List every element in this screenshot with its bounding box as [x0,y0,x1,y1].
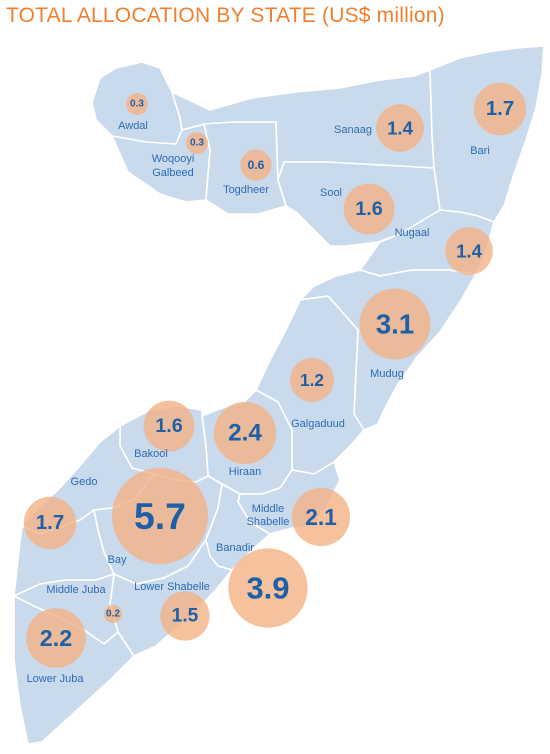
bubble-banadir [228,548,308,628]
value-label-gedo: 1.7 [36,512,64,534]
region-name-lower-juba: Lower Juba [27,673,85,685]
bubble-bay [112,468,208,564]
region-name-bakool: Bakool [134,448,168,460]
region-name-sool: Sool [320,187,342,199]
region-name-bari: Bari [470,145,490,157]
bubble-nugaal [445,227,493,275]
value-label-middle-juba: 0.2 [106,609,120,620]
region-name-nugaal: Nugaal [395,227,430,239]
bubble-middle-shabelle [291,487,351,547]
region-shape-bari [429,45,545,223]
bubble-sanaag [376,104,424,152]
bubble-lower-shabelle [160,591,210,641]
bubble-lower-juba [26,608,86,668]
value-label-togdheer: 0.6 [248,158,265,172]
bubble-sool [343,183,395,235]
region-name-gedo: Gedo [71,476,98,488]
region-name-awdal: Awdal [118,120,148,132]
bubble-bakool [143,400,195,452]
region-name-hiraan: Hiraan [229,466,261,478]
region-name-woqooyi-galbeed: Woqooyi Galbeed [152,153,195,179]
region-name-lower-shabelle: Lower Shabelle [134,581,210,593]
map-title: TOTAL ALLOCATION BY STATE (US$ million) [6,4,445,27]
value-label-bay: 5.7 [134,495,186,537]
value-label-banadir: 3.9 [246,571,289,606]
value-label-middle-shabelle: 2.1 [305,504,337,530]
bubble-galgaduud [290,358,334,402]
value-label-lower-shabelle: 1.5 [172,606,199,627]
bubble-mudug [359,288,431,360]
bubble-bari [473,82,527,136]
bubble-middle-juba [104,605,122,623]
value-label-lower-juba: 2.2 [40,625,72,651]
value-label-hiraan: 2.4 [228,420,262,447]
value-label-mudug: 3.1 [376,309,414,340]
region-name-banadir: Banadir [216,542,254,554]
value-label-galgaduud: 1.2 [300,370,324,390]
bubble-awdal [126,93,148,115]
value-label-sanaag: 1.4 [387,118,414,139]
region-name-sanaag: Sanaag [334,124,372,136]
bubble-hiraan [213,401,277,465]
region-name-middle-shabelle: Middle Shabelle [247,503,290,528]
value-label-awdal: 0.3 [130,99,144,110]
region-name-togdheer: Togdheer [223,184,269,196]
region-name-galgaduud: Galgaduud [291,418,345,430]
bubble-togdheer [240,149,272,181]
value-label-nugaal: 1.4 [456,241,483,262]
value-label-bari: 1.7 [486,98,514,120]
region-name-mudug: Mudug [370,368,404,380]
value-label-sool: 1.6 [355,198,383,220]
bubble-woqooyi-galbeed [186,132,208,154]
region-name-bay: Bay [108,554,127,566]
region-name-middle-juba: Middle Juba [46,584,106,596]
value-label-woqooyi-galbeed: 0.3 [190,138,204,149]
bubble-gedo [23,496,77,550]
value-label-bakool: 1.6 [155,415,183,437]
